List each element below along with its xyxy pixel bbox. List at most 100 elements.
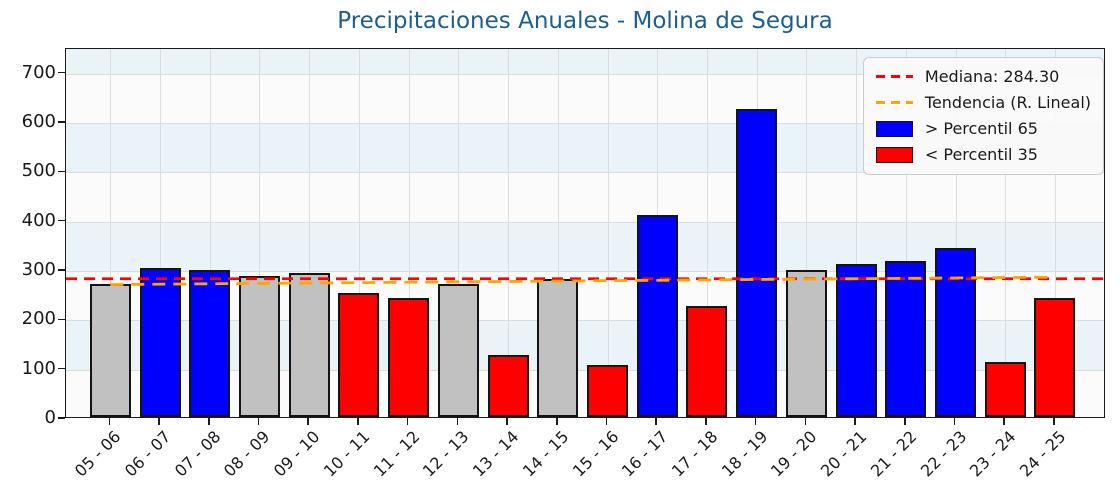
y-tick-label: 0 <box>44 407 56 428</box>
bar-22-23 <box>935 247 977 417</box>
bar-13-14 <box>487 355 529 417</box>
x-tick-mark <box>257 418 260 425</box>
y-tick-mark <box>58 318 65 321</box>
bar-14-15 <box>537 278 579 417</box>
bar-21-22 <box>885 260 927 417</box>
legend: Mediana: 284.30 Tendencia (R. Lineal) > … <box>862 57 1104 175</box>
v-gridline <box>259 49 261 417</box>
legend-item-p65: > Percentil 65 <box>875 118 1091 139</box>
v-gridline <box>607 49 609 417</box>
y-tick-mark <box>58 219 65 222</box>
h-gridline <box>66 123 1104 124</box>
legend-p35-label: < Percentil 35 <box>924 145 1038 164</box>
y-tick-label: 600 <box>21 111 56 132</box>
x-tick-mark <box>207 418 210 425</box>
h-gridline <box>66 271 1104 272</box>
y-tick-mark <box>58 417 65 419</box>
v-gridline <box>905 49 907 417</box>
x-tick-mark <box>953 418 956 425</box>
bar-15-16 <box>587 365 628 417</box>
bar-16-17 <box>636 214 678 417</box>
v-gridline <box>358 49 360 417</box>
reference-lines-overlay <box>66 275 1106 286</box>
v-gridline <box>160 49 162 417</box>
h-gridline <box>66 320 1104 322</box>
legend-item-median: Mediana: 284.30 <box>875 66 1091 87</box>
v-gridline <box>408 49 410 417</box>
x-tick-mark <box>754 418 757 425</box>
legend-p65-label: > Percentil 65 <box>924 119 1038 138</box>
v-gridline <box>955 49 957 417</box>
x-tick-mark <box>655 418 657 425</box>
x-tick-mark <box>108 418 111 425</box>
x-tick-mark <box>804 418 807 425</box>
x-tick-mark <box>456 418 459 425</box>
plot-area: WWW.EMBALSES.NET Mediana: 284.30 Tendenc… <box>65 48 1106 418</box>
v-gridline <box>706 49 708 417</box>
y-tick-label: 700 <box>21 61 56 83</box>
v-gridline <box>508 49 510 417</box>
y-tick-mark <box>58 121 65 123</box>
v-gridline <box>309 49 311 417</box>
bar-05-06 <box>89 283 131 417</box>
h-gridline <box>66 369 1104 371</box>
y-tick-mark <box>58 71 65 74</box>
v-gridline <box>209 49 211 417</box>
median-dash-swatch-icon <box>875 74 913 79</box>
x-tick-mark <box>605 418 608 425</box>
chart-title: Precipitaciones Anuales - Molina de Segu… <box>337 8 833 34</box>
x-tick-mark <box>158 418 160 425</box>
bar-08-09 <box>238 276 280 417</box>
h-gridline <box>66 221 1104 223</box>
v-gridline <box>806 49 808 417</box>
v-gridline <box>856 49 858 417</box>
x-tick-mark <box>904 418 906 425</box>
blue-patch-swatch-icon <box>875 120 913 137</box>
legend-trend-label: Tendencia (R. Lineal) <box>924 93 1091 112</box>
bar-07-08 <box>189 270 231 417</box>
bar-19-20 <box>785 270 827 417</box>
legend-item-p35: < Percentil 35 <box>875 144 1091 165</box>
x-tick-mark <box>854 418 856 425</box>
y-tick-label: 500 <box>21 160 56 182</box>
trend-dash-swatch-icon <box>875 100 913 105</box>
v-gridline <box>458 49 460 417</box>
bar-10-11 <box>338 292 380 417</box>
v-gridline <box>110 49 112 417</box>
x-tick-mark <box>705 418 707 425</box>
bar-09-10 <box>288 273 330 417</box>
v-gridline <box>1054 49 1056 417</box>
bar-23-24 <box>984 361 1026 417</box>
bar-06-07 <box>139 267 181 417</box>
background-band <box>66 221 1104 271</box>
y-tick-mark <box>58 170 65 173</box>
x-tick-mark <box>357 418 359 425</box>
h-gridline <box>66 172 1104 174</box>
x-tick-mark <box>1003 418 1006 425</box>
v-gridline <box>557 49 559 417</box>
legend-item-trend: Tendencia (R. Lineal) <box>875 92 1091 113</box>
x-tick-mark <box>555 418 558 425</box>
x-tick-mark <box>1053 418 1055 425</box>
x-tick-mark <box>307 418 309 425</box>
y-tick-label: 300 <box>21 259 56 280</box>
y-tick-label: 100 <box>21 357 56 379</box>
h-gridline <box>66 73 1104 75</box>
x-tick-mark <box>506 418 508 425</box>
bar-17-18 <box>686 306 728 417</box>
trend-line <box>110 275 1055 286</box>
bar-18-19 <box>736 108 778 417</box>
x-tick-mark <box>406 418 409 425</box>
y-tick-mark <box>58 367 65 370</box>
bar-20-21 <box>835 264 877 417</box>
y-tick-label: 200 <box>21 308 56 330</box>
bar-12-13 <box>437 283 479 417</box>
v-gridline <box>1005 49 1007 417</box>
y-tick-mark <box>58 269 65 271</box>
y-tick-label: 400 <box>21 209 56 231</box>
bar-24-25 <box>1034 297 1076 417</box>
red-patch-swatch-icon <box>875 146 913 163</box>
legend-median-label: Mediana: 284.30 <box>924 67 1060 86</box>
bar-11-12 <box>388 297 430 417</box>
